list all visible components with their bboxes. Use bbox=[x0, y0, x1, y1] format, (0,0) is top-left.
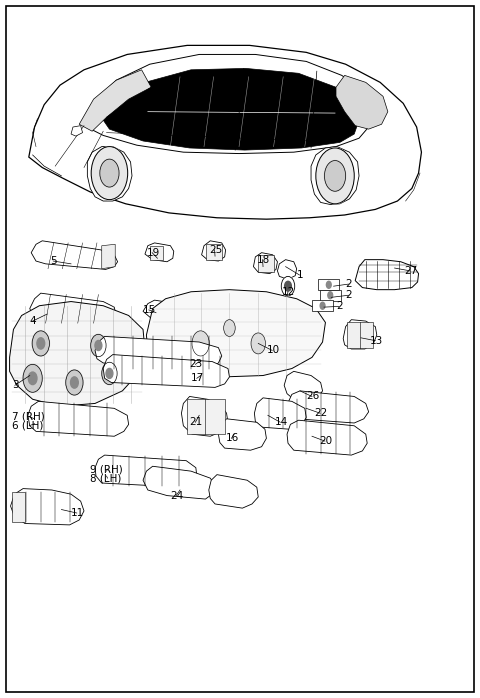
Text: 4: 4 bbox=[30, 316, 36, 326]
Polygon shape bbox=[206, 244, 222, 260]
Circle shape bbox=[95, 341, 102, 350]
Polygon shape bbox=[103, 68, 359, 150]
Text: 13: 13 bbox=[370, 336, 383, 346]
Polygon shape bbox=[181, 396, 228, 436]
Polygon shape bbox=[254, 398, 306, 429]
Circle shape bbox=[23, 364, 42, 392]
Text: 20: 20 bbox=[319, 436, 332, 446]
Polygon shape bbox=[253, 253, 277, 274]
Circle shape bbox=[281, 276, 295, 296]
Text: 12: 12 bbox=[282, 287, 296, 297]
Circle shape bbox=[328, 292, 333, 299]
Text: 16: 16 bbox=[226, 433, 239, 443]
Circle shape bbox=[102, 362, 117, 385]
Text: 26: 26 bbox=[306, 392, 320, 401]
Polygon shape bbox=[287, 420, 367, 455]
Polygon shape bbox=[312, 300, 333, 311]
Circle shape bbox=[316, 148, 354, 204]
Text: 2: 2 bbox=[336, 302, 343, 311]
Polygon shape bbox=[343, 320, 377, 349]
Circle shape bbox=[285, 281, 291, 291]
Polygon shape bbox=[320, 290, 341, 301]
Polygon shape bbox=[258, 255, 274, 272]
Text: 24: 24 bbox=[170, 491, 184, 500]
Text: 2: 2 bbox=[346, 279, 352, 289]
Polygon shape bbox=[29, 45, 421, 219]
Polygon shape bbox=[143, 466, 215, 499]
Text: 14: 14 bbox=[275, 417, 288, 427]
Text: 9 (RH): 9 (RH) bbox=[90, 464, 123, 474]
Polygon shape bbox=[28, 401, 129, 436]
Polygon shape bbox=[284, 371, 323, 401]
Polygon shape bbox=[103, 355, 229, 387]
Text: 22: 22 bbox=[314, 408, 328, 418]
Circle shape bbox=[106, 369, 113, 378]
Polygon shape bbox=[318, 279, 339, 290]
Text: 21: 21 bbox=[190, 417, 203, 427]
Polygon shape bbox=[311, 147, 359, 205]
Circle shape bbox=[324, 161, 346, 191]
Circle shape bbox=[71, 377, 78, 388]
Circle shape bbox=[224, 320, 235, 336]
Circle shape bbox=[192, 331, 209, 356]
Text: 1: 1 bbox=[297, 270, 303, 280]
Polygon shape bbox=[347, 322, 373, 348]
Text: 15: 15 bbox=[143, 305, 156, 315]
Polygon shape bbox=[277, 260, 297, 279]
Text: 27: 27 bbox=[404, 266, 418, 276]
Polygon shape bbox=[79, 70, 151, 131]
Polygon shape bbox=[336, 75, 388, 129]
Circle shape bbox=[251, 333, 265, 354]
Circle shape bbox=[91, 334, 106, 357]
Polygon shape bbox=[95, 336, 222, 369]
Polygon shape bbox=[145, 243, 174, 262]
Text: 19: 19 bbox=[146, 248, 160, 258]
Circle shape bbox=[28, 372, 37, 385]
Polygon shape bbox=[150, 246, 163, 260]
Text: 3: 3 bbox=[12, 380, 19, 390]
Circle shape bbox=[91, 147, 128, 200]
Polygon shape bbox=[102, 244, 115, 269]
Polygon shape bbox=[71, 126, 83, 136]
Polygon shape bbox=[84, 54, 373, 154]
Polygon shape bbox=[287, 391, 369, 423]
Polygon shape bbox=[95, 455, 197, 487]
Text: 25: 25 bbox=[209, 245, 222, 255]
Text: 6 (LH): 6 (LH) bbox=[12, 421, 43, 431]
Polygon shape bbox=[87, 147, 132, 201]
Circle shape bbox=[66, 370, 83, 395]
Text: 10: 10 bbox=[266, 346, 279, 355]
Text: 7 (RH): 7 (RH) bbox=[12, 412, 45, 422]
Text: 18: 18 bbox=[257, 255, 270, 265]
Polygon shape bbox=[202, 241, 226, 261]
Polygon shape bbox=[146, 290, 325, 377]
Text: 11: 11 bbox=[71, 508, 84, 518]
Polygon shape bbox=[10, 302, 145, 406]
Circle shape bbox=[320, 302, 325, 309]
Polygon shape bbox=[11, 489, 84, 525]
Polygon shape bbox=[355, 260, 419, 290]
Circle shape bbox=[37, 338, 45, 349]
Text: 2: 2 bbox=[346, 290, 352, 300]
Text: 5: 5 bbox=[50, 256, 57, 266]
Circle shape bbox=[100, 159, 119, 187]
Circle shape bbox=[32, 331, 49, 356]
Polygon shape bbox=[30, 293, 116, 325]
Polygon shape bbox=[218, 419, 266, 450]
Circle shape bbox=[326, 281, 331, 288]
Polygon shape bbox=[12, 492, 25, 522]
Polygon shape bbox=[31, 241, 118, 269]
Polygon shape bbox=[187, 399, 225, 434]
Text: 8 (LH): 8 (LH) bbox=[90, 473, 121, 483]
Polygon shape bbox=[209, 475, 258, 508]
Text: 23: 23 bbox=[190, 359, 203, 369]
Text: 17: 17 bbox=[191, 373, 204, 383]
Polygon shape bbox=[143, 300, 181, 320]
